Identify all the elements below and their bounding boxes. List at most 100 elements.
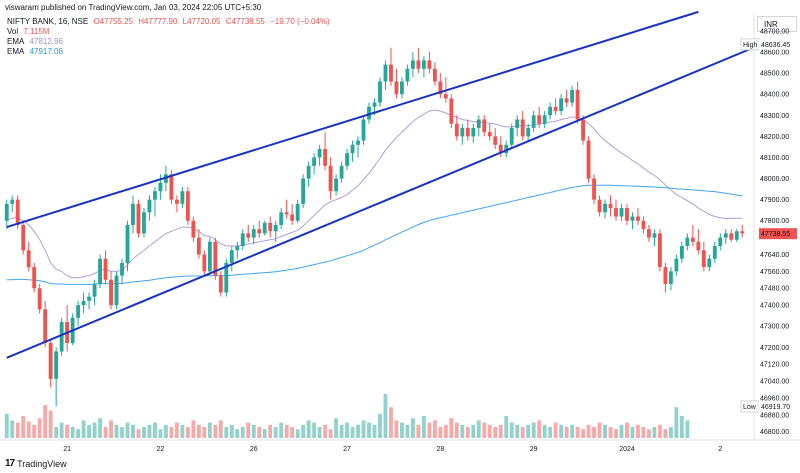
volume-bar xyxy=(575,427,580,438)
candle-body xyxy=(411,60,415,69)
candle-body xyxy=(229,250,234,263)
volume-bar xyxy=(334,418,338,438)
currency-selector[interactable]: INR xyxy=(757,16,797,32)
volume-bar xyxy=(70,427,75,438)
candle-body xyxy=(213,241,218,276)
candle-body xyxy=(526,127,531,137)
volume-bar xyxy=(180,424,185,438)
candle-body xyxy=(701,250,706,268)
price-tick-label: 48000.00 xyxy=(760,176,789,183)
date-tick-label: 26 xyxy=(250,446,258,453)
volume-bar xyxy=(553,422,558,438)
candle-body xyxy=(120,262,124,276)
candle-body xyxy=(290,214,295,221)
volume-bar xyxy=(21,416,26,438)
volume-bar xyxy=(147,424,152,438)
volume-bar xyxy=(487,424,492,438)
candle-body xyxy=(619,208,624,217)
volume-bar xyxy=(202,427,207,438)
volume-bar xyxy=(570,424,575,438)
candle-body xyxy=(328,165,333,192)
volume-bar xyxy=(37,418,42,438)
trend-channel xyxy=(6,10,754,359)
candle-body xyxy=(103,258,108,280)
candle-body xyxy=(174,199,179,204)
candle-body xyxy=(674,258,679,272)
volume-bar xyxy=(158,429,163,438)
candle-body xyxy=(696,241,701,251)
candle-body xyxy=(438,81,443,95)
candle-body xyxy=(537,115,542,124)
candle-body xyxy=(257,229,262,234)
volume-bar xyxy=(383,394,388,438)
volume-bar xyxy=(65,424,70,438)
legend-symbol[interactable]: NIFTY BANK, 16, NSE xyxy=(7,17,89,26)
candle-body xyxy=(575,89,580,120)
legend-ohlc-row: NIFTY BANK, 16, NSE O47755.25 H47777.90 … xyxy=(7,17,333,27)
candle-body xyxy=(240,233,245,247)
volume-bar xyxy=(378,413,382,438)
price-tick-label: 47640.00 xyxy=(760,252,789,259)
volume-bar xyxy=(339,424,344,438)
legend-ema-slow-value: 47917.06 xyxy=(29,47,63,56)
volume-bar xyxy=(592,427,596,438)
volume-bar xyxy=(542,424,547,438)
volume-bar xyxy=(636,424,640,438)
legend-ema-fast-row[interactable]: EMA 47812.96 xyxy=(7,37,333,47)
candle-body xyxy=(356,140,360,145)
volume-bar xyxy=(679,416,684,438)
ema-fast-line xyxy=(6,109,743,279)
volume-bar xyxy=(515,424,520,438)
legend-volume-label: Vol xyxy=(7,27,19,36)
candle-body xyxy=(87,296,91,301)
legend-ema-slow-row[interactable]: EMA 47917.06 xyxy=(7,47,333,57)
volume-bar xyxy=(509,422,514,438)
price-tick-label: 46880.00 xyxy=(760,412,789,419)
price-tick-label: 47900.00 xyxy=(760,197,789,204)
chart-legend: NIFTY BANK, 16, NSE O47755.25 H47777.90 … xyxy=(7,17,333,57)
volume-bar xyxy=(136,429,141,438)
volume-bar xyxy=(290,427,295,438)
volume-bar xyxy=(131,424,135,438)
tradingview-footer[interactable]: 17 TradingView xyxy=(5,458,67,469)
candle-body xyxy=(4,203,9,221)
volume-bar xyxy=(460,424,465,438)
date-tick-label: 2 xyxy=(718,446,722,453)
candle-body xyxy=(454,123,459,137)
price-tick-label: 47300.00 xyxy=(760,324,789,331)
candle-body xyxy=(43,309,48,344)
candle-body xyxy=(658,233,662,268)
volume-bar xyxy=(317,427,322,438)
price-tick-label: 47400.00 xyxy=(760,303,789,310)
volume-bar xyxy=(427,422,432,438)
volume-bar xyxy=(663,429,668,438)
price-tick-label: 48500.00 xyxy=(760,71,789,78)
volume-bar xyxy=(43,405,48,438)
volume-bar xyxy=(4,413,9,438)
candle-body xyxy=(98,258,102,285)
candle-body xyxy=(32,267,37,289)
volume-bar xyxy=(10,420,15,438)
volume-bar xyxy=(581,429,585,438)
candle-body xyxy=(509,127,514,145)
volume-bar xyxy=(498,424,503,438)
volume-bar xyxy=(614,429,618,438)
volume-bar xyxy=(109,420,113,438)
volume-bar xyxy=(641,427,646,438)
volume-bar xyxy=(224,427,229,438)
price-markers: High 48636.45 Low 46919.70 47738.55 xyxy=(740,38,797,413)
volume-bar xyxy=(537,420,542,438)
volume-bar xyxy=(54,427,59,438)
candle-body xyxy=(729,233,734,240)
volume-bar xyxy=(312,422,317,438)
volume-bar xyxy=(26,421,31,438)
volume-bar xyxy=(301,424,306,438)
volume-bar xyxy=(273,427,278,438)
volume-bar xyxy=(125,422,130,438)
volume-bar xyxy=(284,424,289,438)
legend-volume-row[interactable]: Vol 7.115M xyxy=(7,27,333,37)
candle-body xyxy=(553,106,558,112)
candle-body xyxy=(493,136,498,145)
candle-body xyxy=(10,199,15,204)
